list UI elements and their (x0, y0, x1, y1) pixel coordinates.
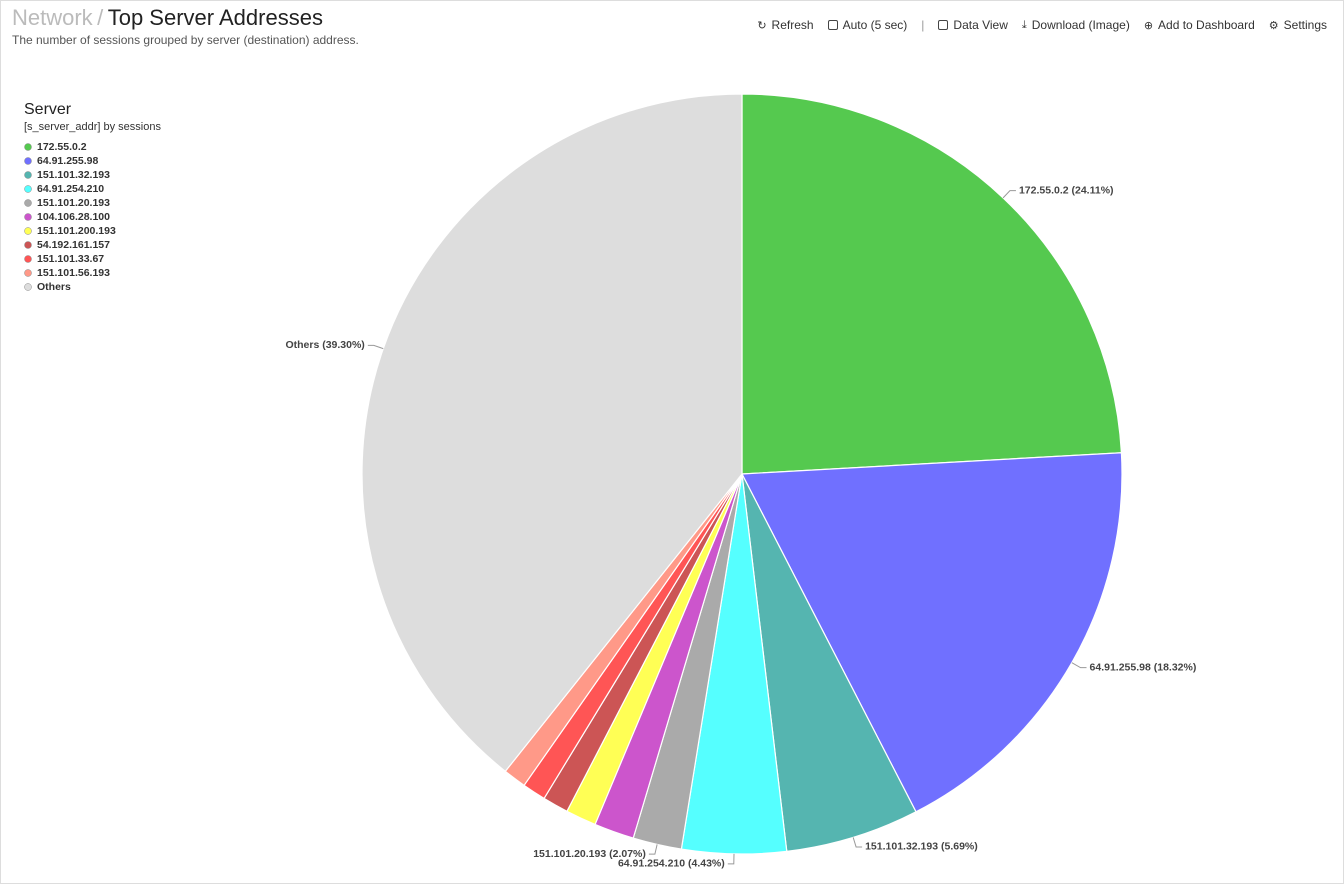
pie-slice (741, 93, 1123, 475)
legend-marker (24, 255, 32, 263)
leader-line (367, 344, 384, 350)
legend-marker (24, 241, 32, 249)
legend-marker (24, 157, 32, 165)
auto-checkbox[interactable]: Auto (5 sec) (827, 18, 908, 32)
legend-label: Others (37, 281, 71, 293)
legend-label: 64.91.254.210 (37, 183, 104, 195)
legend-title: Server (24, 101, 72, 118)
pie-slice (741, 473, 917, 853)
legend-label: 54.192.161.157 (37, 239, 110, 251)
label: Auto (5 sec) (842, 18, 908, 32)
legend-label: 151.101.56.193 (37, 267, 110, 279)
legend-marker (24, 199, 32, 207)
label: Data View (953, 18, 1008, 32)
slice-label: 64.91.254.210 (4.43%) (618, 858, 725, 870)
settings-button[interactable]: ⚙ Settings (1268, 18, 1327, 32)
add-dashboard-button[interactable]: ⊕ Add to Dashboard (1143, 18, 1255, 32)
leader-line (852, 837, 863, 848)
leader-line (648, 844, 658, 855)
leader-line (727, 853, 735, 865)
description: The number of sessions grouped by server… (12, 33, 359, 47)
slice-label: 64.91.255.98 (18.32%) (1090, 661, 1197, 673)
slice-label: Others (39.30%) (285, 339, 364, 351)
slice-label: 172.55.0.2 (24.11%) (1019, 184, 1114, 196)
data-view-checkbox[interactable]: Data View (938, 18, 1008, 32)
leader-line (1071, 662, 1087, 669)
legend-label: 104.106.28.100 (37, 211, 110, 223)
breadcrumb-separator: / (97, 5, 104, 30)
legend-label: 64.91.255.98 (37, 155, 98, 167)
label: Download (Image) (1031, 18, 1130, 32)
slice-label: 151.101.20.193 (2.07%) (533, 848, 646, 860)
slice-label: 151.101.32.193 (5.69%) (865, 841, 978, 853)
legend-label: 151.101.200.193 (37, 225, 116, 237)
label: Settings (1283, 18, 1327, 32)
download-button[interactable]: ⤓ Download (Image) (1021, 18, 1130, 32)
page-title: Top Server Addresses (107, 5, 323, 30)
legend-label: 151.101.32.193 (37, 169, 110, 181)
header: Network / Top Server Addresses The numbe… (12, 5, 359, 47)
legend-marker (24, 283, 32, 291)
refresh-button[interactable]: ↻ Refresh (757, 18, 814, 32)
label: Refresh (771, 18, 814, 32)
pie-slice (741, 452, 1123, 813)
toolbar: ↻ Refresh Auto (5 sec) | Data View ⤓ Downl… (757, 18, 1327, 32)
legend-marker (24, 185, 32, 193)
legend-label: 172.55.0.2 (37, 141, 87, 153)
legend-subtitle: [s_server_addr] by sessions (24, 121, 161, 133)
legend-marker (24, 143, 32, 151)
label: Add to Dashboard (1158, 18, 1255, 32)
legend-marker (24, 213, 32, 221)
legend-marker (24, 269, 32, 277)
breadcrumb[interactable]: Network (12, 5, 93, 30)
legend-label: 151.101.33.67 (37, 253, 104, 265)
leader-line (1002, 190, 1016, 199)
legend-marker (24, 227, 32, 235)
legend-marker (24, 171, 32, 179)
legend-label: 151.101.20.193 (37, 197, 110, 209)
